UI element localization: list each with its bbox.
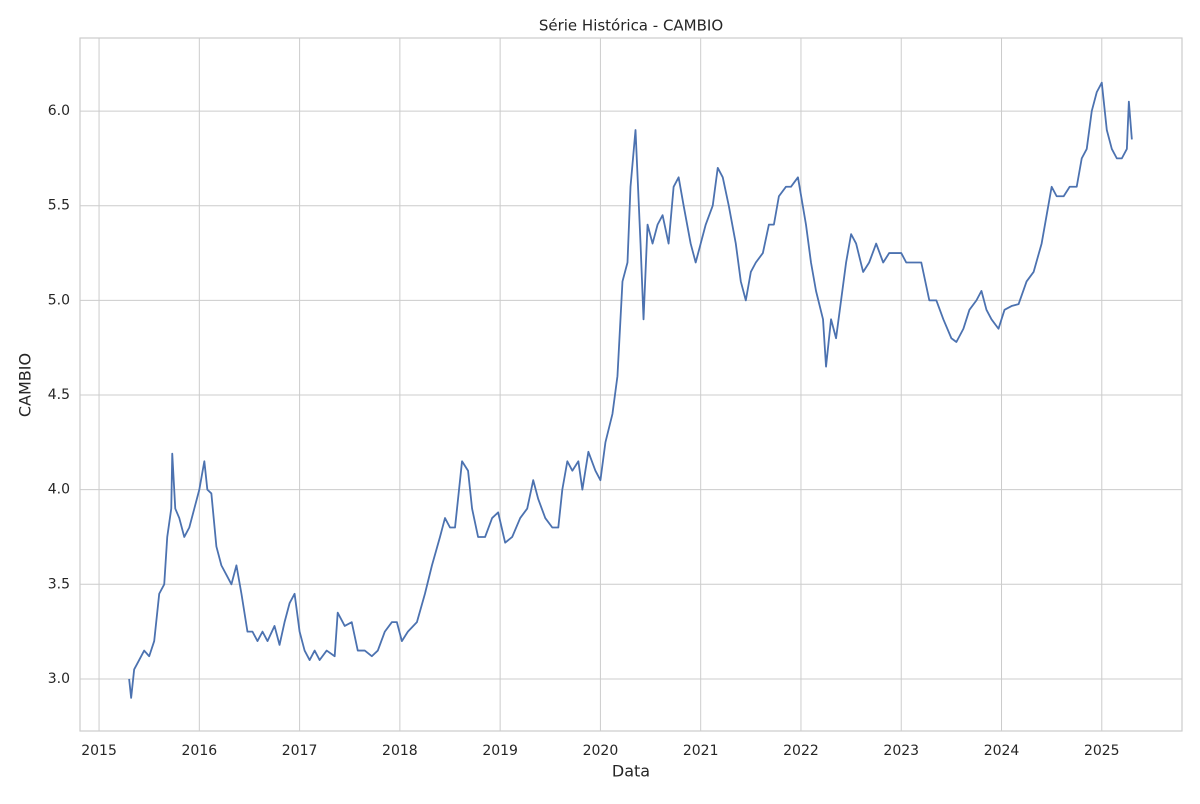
x-tick-label: 2018 <box>382 743 418 759</box>
x-tick-label: 2019 <box>482 743 518 759</box>
plot-frame <box>79 37 1183 732</box>
x-axis-label: Data <box>612 762 650 781</box>
x-tick-label: 2023 <box>883 743 919 759</box>
grid <box>80 38 1182 731</box>
y-tick-label: 5.0 <box>48 292 70 308</box>
x-tick-label: 2015 <box>81 743 117 759</box>
y-tick-label: 3.0 <box>48 671 70 687</box>
chart-title: Série Histórica - CAMBIO <box>539 17 723 35</box>
y-tick-label: 5.5 <box>48 198 70 214</box>
y-tick-label: 4.0 <box>48 482 70 498</box>
data-line <box>128 81 1133 699</box>
x-tick-label: 2022 <box>783 743 819 759</box>
x-tick-label: 2020 <box>583 743 619 759</box>
y-tick-label: 3.5 <box>48 576 70 592</box>
x-tick-label: 2016 <box>182 743 218 759</box>
y-tick-label: 4.5 <box>48 387 70 403</box>
x-tick-label: 2025 <box>1084 743 1120 759</box>
plot <box>128 81 1133 699</box>
x-tick-label: 2017 <box>282 743 318 759</box>
x-tick-label: 2024 <box>984 743 1020 759</box>
x-tick-label: 2021 <box>683 743 719 759</box>
y-axis-label: CAMBIO <box>16 353 35 417</box>
y-tick-label: 6.0 <box>48 103 70 119</box>
